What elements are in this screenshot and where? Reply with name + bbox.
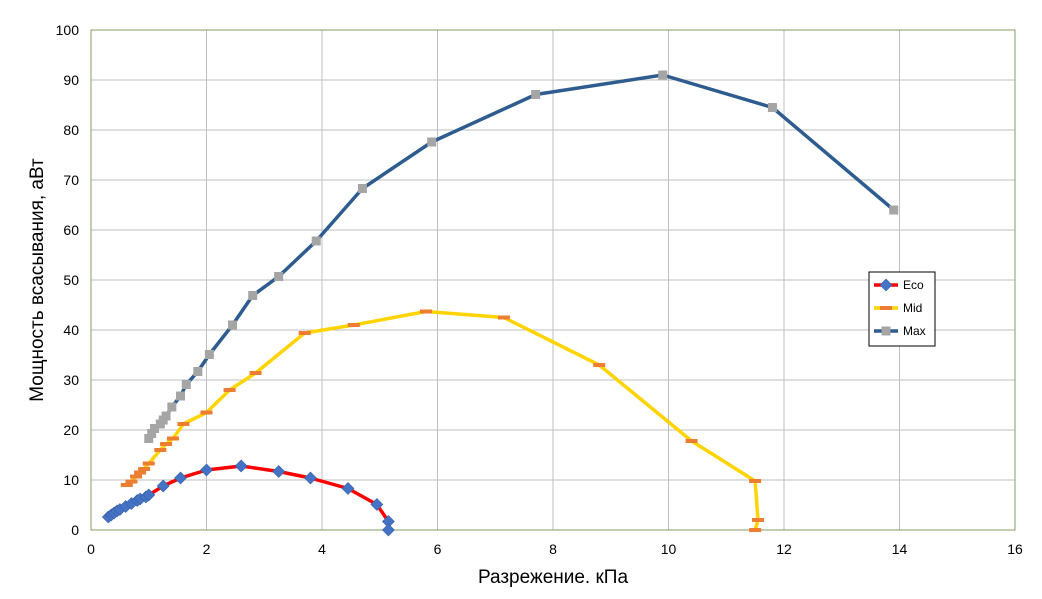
legend-label-eco: Eco <box>903 278 924 292</box>
series-max <box>144 70 899 443</box>
data-point-mid <box>177 422 190 426</box>
data-point-mid <box>154 448 167 452</box>
data-point-max <box>176 391 186 401</box>
y-axis-tick-labels: 0 10 20 30 40 50 60 70 80 90 100 <box>56 22 80 538</box>
legend-item-max: Max <box>874 324 926 338</box>
y-tick-label: 80 <box>63 122 79 138</box>
data-point-mid <box>134 470 147 475</box>
data-point-mid <box>138 467 151 471</box>
data-point-max <box>204 350 214 359</box>
data-point-eco <box>370 498 384 511</box>
legend-item-eco: Eco <box>874 278 924 292</box>
y-tick-label: 90 <box>63 72 79 88</box>
data-point-mid <box>120 483 133 487</box>
legend-label-mid: Mid <box>903 301 922 315</box>
data-point-max <box>147 429 157 438</box>
x-tick-label: 12 <box>776 541 792 557</box>
data-point-eco <box>234 459 248 473</box>
x-tick-label: 16 <box>1007 541 1023 557</box>
series-mid <box>120 309 765 532</box>
series-eco <box>101 459 395 537</box>
data-point-eco <box>156 479 170 493</box>
y-tick-label: 40 <box>63 322 79 338</box>
data-point-mid <box>752 518 765 522</box>
data-point-eco <box>381 523 395 537</box>
data-point-max <box>531 90 541 99</box>
legend-marker-max <box>881 326 891 336</box>
y-tick-label: 70 <box>63 172 79 188</box>
x-tick-label: 4 <box>318 541 326 557</box>
data-point-eco <box>142 488 156 502</box>
data-point-mid <box>749 528 762 532</box>
data-point-mid <box>347 323 360 327</box>
data-point-eco <box>174 471 187 485</box>
data-point-max <box>150 424 160 433</box>
legend-item-mid: Mid <box>874 301 922 315</box>
data-point-max <box>767 103 777 112</box>
data-point-mid <box>167 436 180 441</box>
data-point-mid <box>298 331 311 335</box>
y-axis-title: Мощность всасывания, аВт <box>27 158 48 402</box>
y-tick-label: 0 <box>71 522 79 538</box>
data-point-max <box>193 367 203 376</box>
x-tick-label: 6 <box>434 541 442 557</box>
data-point-mid <box>142 461 155 466</box>
data-point-max <box>427 137 437 147</box>
data-point-mid <box>749 479 762 483</box>
legend-label-max: Max <box>903 324 926 338</box>
data-point-max <box>161 411 171 421</box>
data-point-max <box>144 434 154 443</box>
plot-area-border <box>90 29 1016 531</box>
x-tick-label: 14 <box>892 541 908 557</box>
data-point-mid <box>497 315 510 320</box>
data-point-max <box>181 380 191 389</box>
data-point-mid <box>419 309 432 314</box>
data-point-mid <box>125 479 138 484</box>
data-point-max <box>167 402 177 412</box>
data-point-max <box>658 70 668 80</box>
y-tick-label: 50 <box>63 272 79 288</box>
data-point-max <box>227 320 237 330</box>
y-tick-label: 30 <box>63 372 79 388</box>
y-tick-label: 100 <box>56 22 80 38</box>
data-point-mid <box>223 388 236 392</box>
x-tick-label: 2 <box>203 541 211 557</box>
data-point-mid <box>249 371 262 375</box>
data-point-eco <box>341 482 355 495</box>
y-tick-label: 20 <box>63 422 79 438</box>
legend: Eco Mid Max <box>868 271 936 347</box>
data-point-eco <box>304 471 317 485</box>
y-tick-label: 10 <box>63 472 79 488</box>
data-point-mid <box>685 439 698 443</box>
data-point-max <box>274 272 284 281</box>
x-tick-label: 8 <box>549 541 557 557</box>
data-point-eco <box>272 465 286 478</box>
data-point-mid <box>200 410 213 415</box>
data-point-max <box>889 205 899 215</box>
data-point-mid <box>593 363 606 367</box>
legend-marker-eco <box>879 278 893 292</box>
x-tick-label: 0 <box>87 541 95 557</box>
data-point-eco <box>200 463 213 477</box>
data-point-mid <box>130 474 143 479</box>
data-point-mid <box>160 442 173 446</box>
data-point-max <box>248 291 258 300</box>
x-axis-title: Разрежение. кПа <box>478 567 629 588</box>
x-tick-label: 10 <box>661 541 677 557</box>
x-axis-tick-labels: 0 2 4 6 8 10 12 14 16 <box>87 541 1023 557</box>
data-point-max <box>357 184 367 193</box>
legend-marker-mid <box>880 306 892 310</box>
series-layer <box>101 70 899 537</box>
y-tick-label: 60 <box>63 222 79 238</box>
data-point-max <box>311 236 321 246</box>
